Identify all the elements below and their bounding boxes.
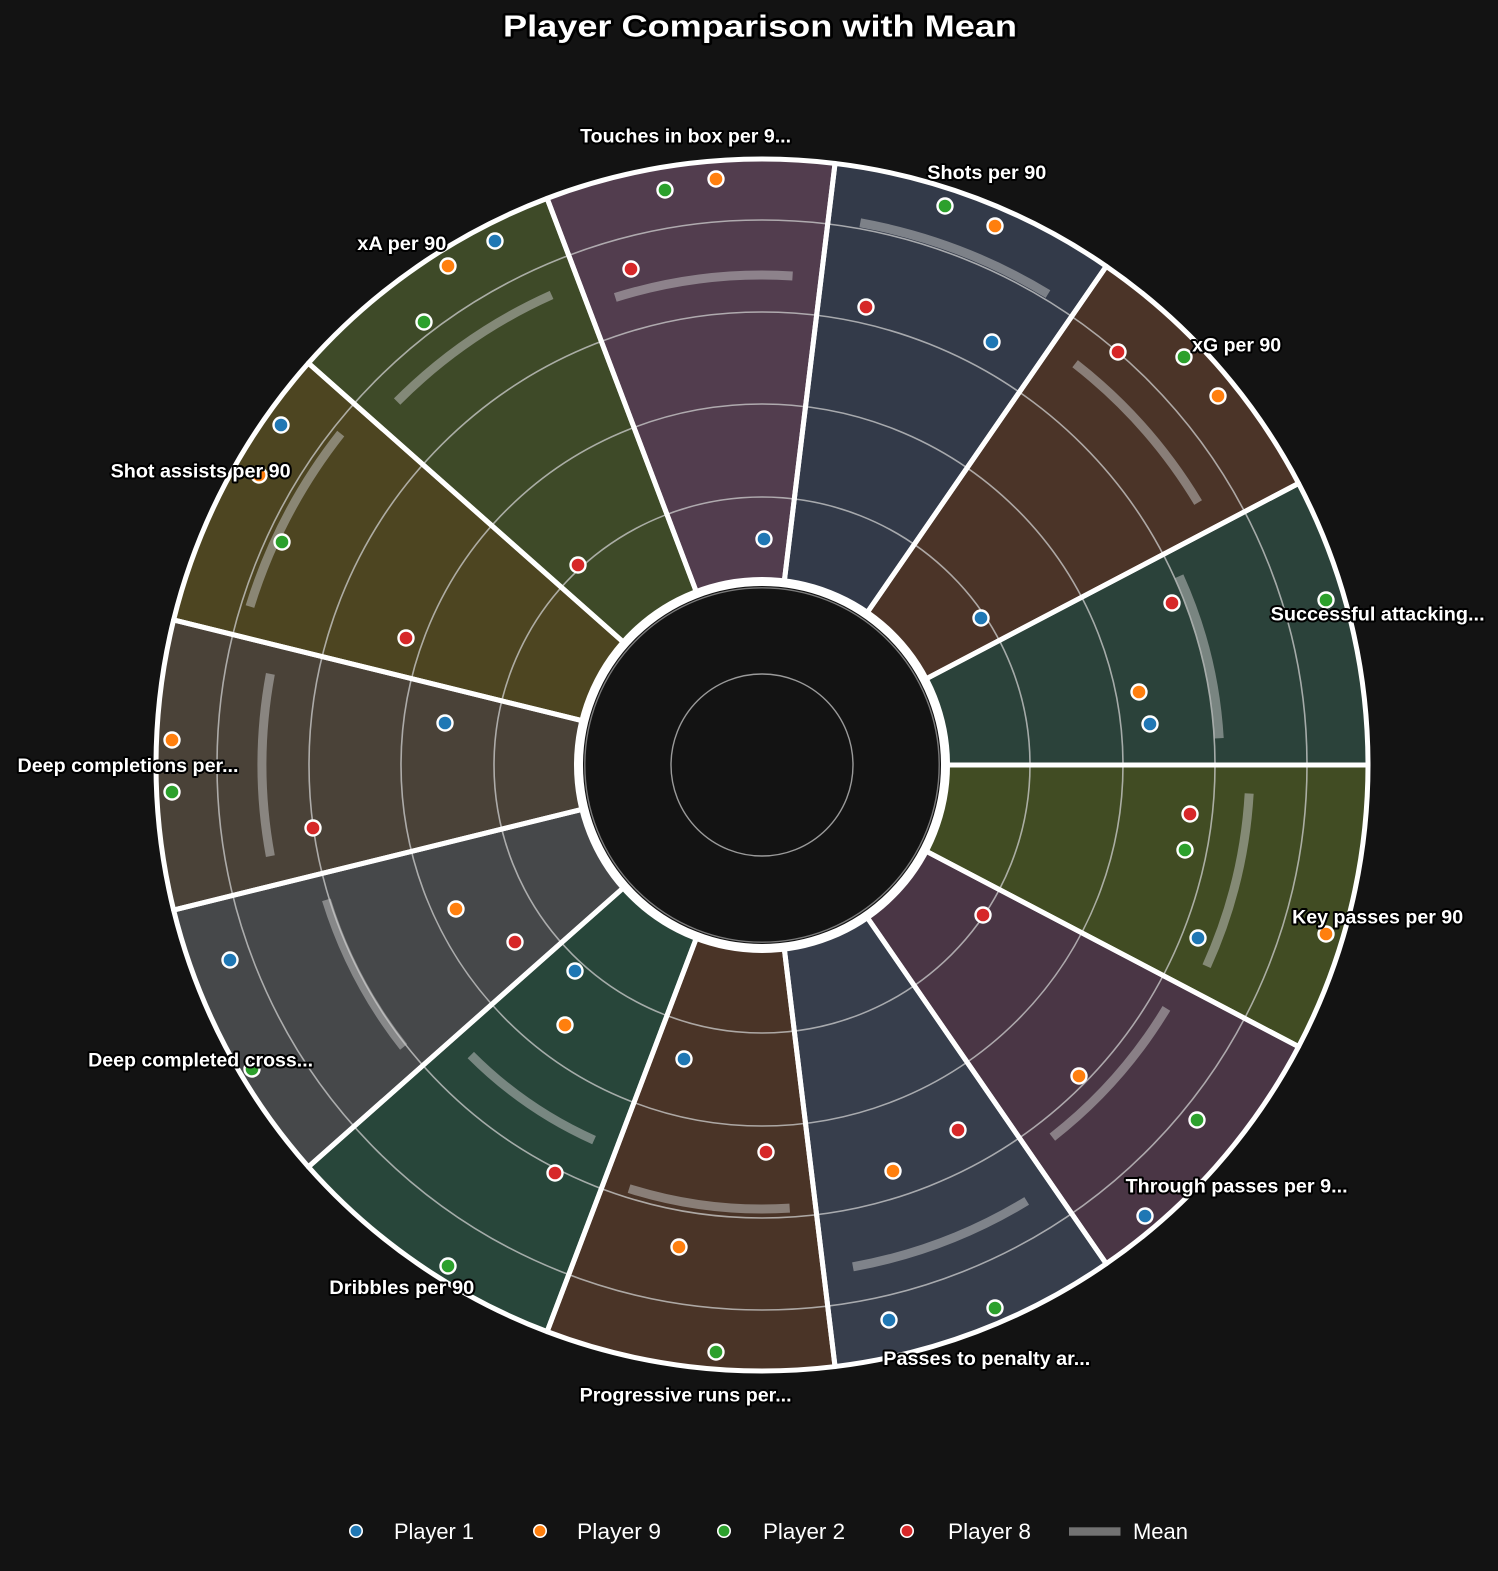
svg-text:Successful attacking...: Successful attacking... <box>1271 603 1485 625</box>
svg-text:xG per 90: xG per 90 <box>1192 335 1281 357</box>
svg-text:Deep completed cross...: Deep completed cross... <box>88 1050 313 1072</box>
svg-text:Shots per 90: Shots per 90 <box>927 162 1046 184</box>
svg-text:Player 9: Player 9 <box>577 1519 661 1544</box>
svg-text:Passes to penalty ar...: Passes to penalty ar... <box>883 1348 1090 1370</box>
svg-text:Player 2: Player 2 <box>763 1519 845 1544</box>
svg-text:Player 1: Player 1 <box>394 1519 474 1544</box>
svg-text:Progressive runs per...: Progressive runs per... <box>580 1384 792 1406</box>
svg-text:Key passes per 90: Key passes per 90 <box>1292 907 1463 929</box>
svg-text:Mean: Mean <box>1133 1519 1188 1544</box>
svg-text:xA per 90: xA per 90 <box>357 233 446 255</box>
svg-text:Player Comparison with Mean: Player Comparison with Mean <box>503 8 1017 43</box>
svg-text:Touches in box per 9...: Touches in box per 9... <box>580 126 791 148</box>
svg-text:Shot assists per 90: Shot assists per 90 <box>111 460 291 482</box>
svg-text:Through passes per 9...: Through passes per 9... <box>1126 1175 1348 1197</box>
svg-text:Dribbles per 90: Dribbles per 90 <box>329 1277 474 1299</box>
svg-text:Deep completions per...: Deep completions per... <box>18 755 239 777</box>
svg-text:Player 8: Player 8 <box>948 1519 1031 1544</box>
